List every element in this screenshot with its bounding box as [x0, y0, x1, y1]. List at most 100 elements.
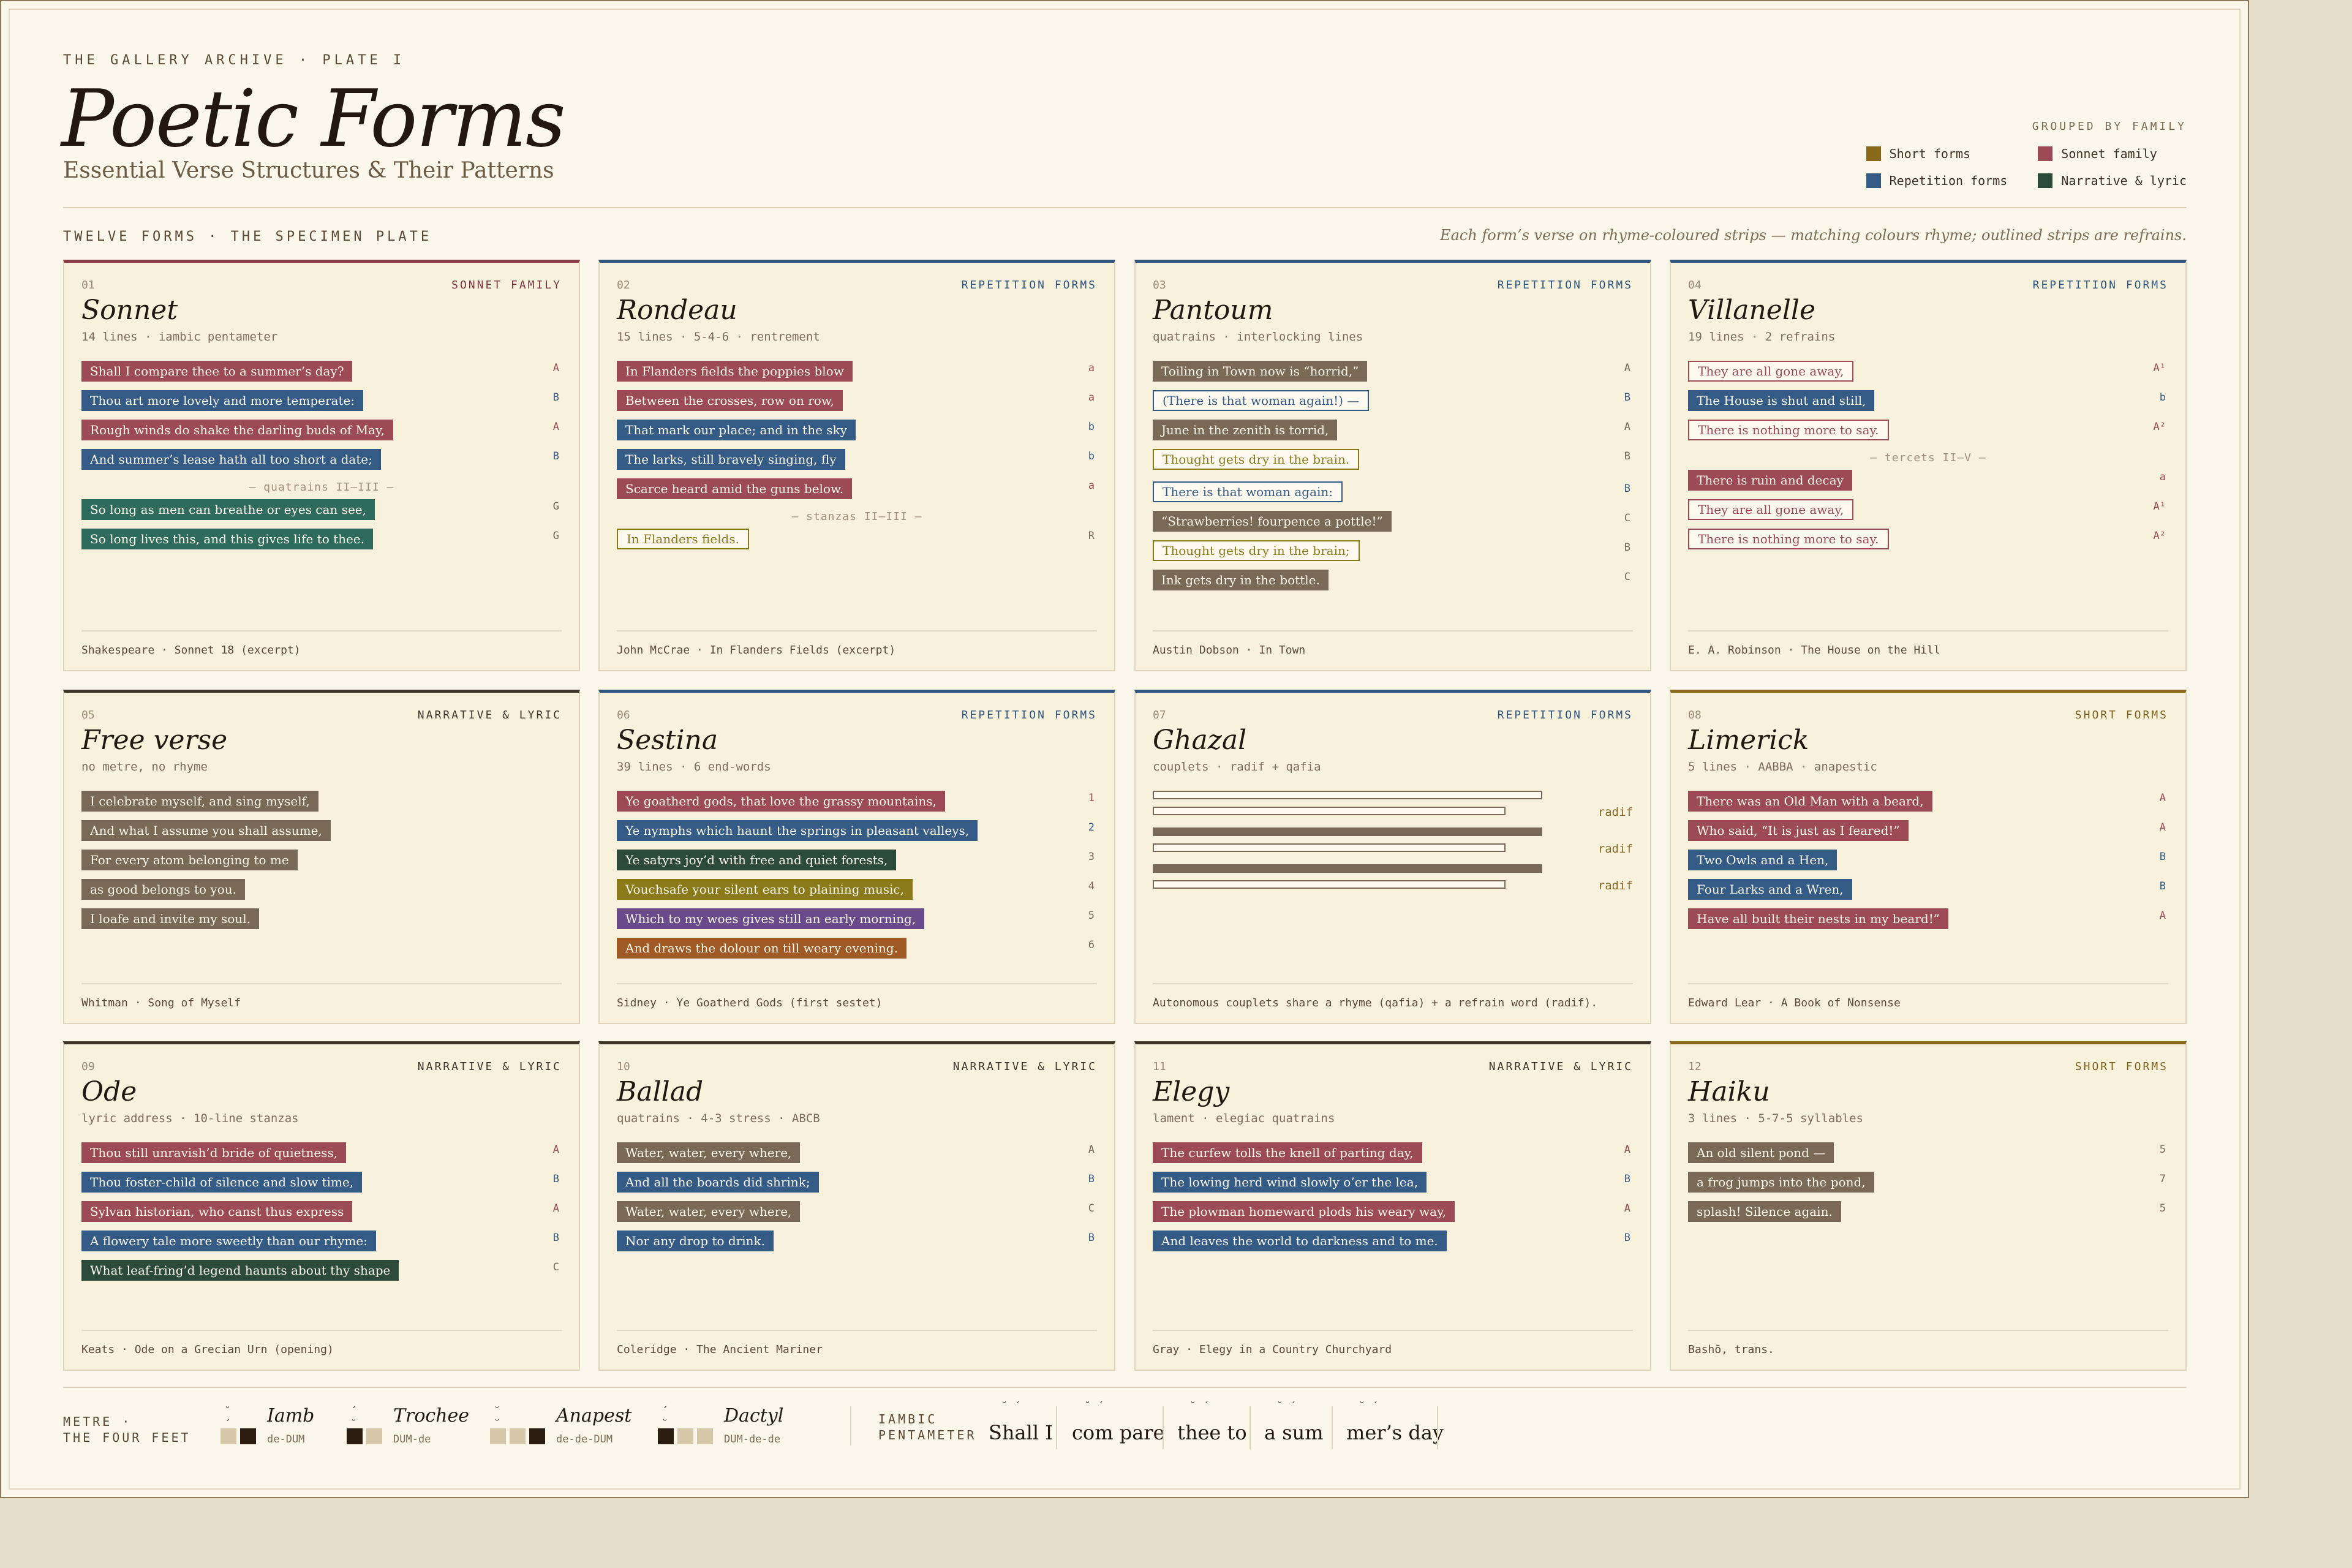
form-card: 04 REPETITION FORMS Villanelle 19 lines · 2…: [1670, 260, 2187, 671]
card-number: 02: [617, 279, 630, 292]
form-card: 03 REPETITION FORMS Pantoum quatrains · int…: [1134, 260, 1651, 671]
couplet-line: [1153, 827, 1542, 836]
verse-line: Ye goatherd gods, that love the grassy m…: [617, 791, 945, 812]
metre-separator: [850, 1406, 851, 1446]
metre-label-line: METRE ·: [63, 1414, 132, 1429]
rhyme-letter: 5: [2159, 1144, 2166, 1156]
verse-line: And what I assume you shall assume,: [81, 820, 331, 841]
rhyme-letter: A: [2159, 821, 2166, 834]
sheet-border: [9, 9, 2241, 1490]
rhyme-letter: B: [552, 450, 559, 462]
verse-line: Rough winds do shake the darling buds of…: [81, 420, 393, 440]
card-title: Villanelle: [1688, 295, 1816, 326]
foot-pattern: DUM-de-de: [724, 1433, 781, 1446]
card-divider: [617, 983, 1097, 984]
verse-line: And draws the dolour on till weary eveni…: [617, 938, 907, 959]
card-source: Gray · Elegy in a Country Churchyard: [1153, 1343, 1392, 1356]
verse-line: Two Owls and a Hen,: [1688, 850, 1838, 870]
stress-marks: ˘ ´: [1189, 1400, 1210, 1413]
card-family: NARRATIVE & LYRIC: [417, 1060, 562, 1073]
verse-line: So long as men can breathe or eyes can s…: [81, 499, 375, 520]
foot-separator: [1163, 1406, 1164, 1449]
card-family: REPETITION FORMS: [961, 279, 1097, 292]
syllable-cells: [221, 1428, 256, 1444]
metre-label-line: THE FOUR FEET: [63, 1430, 191, 1445]
card-number: 05: [81, 709, 95, 722]
card-family: NARRATIVE & LYRIC: [417, 709, 562, 722]
card-meta: 15 lines · 5-4-6 · rentrement: [617, 330, 820, 344]
rhyme-letter: A: [1624, 1144, 1630, 1156]
card-source: John McCrae · In Flanders Fields (excerp…: [617, 644, 896, 657]
verse-line: There is that woman again:: [1153, 481, 1343, 502]
syllable-cell: [221, 1428, 236, 1444]
rhyme-letter: C: [1624, 512, 1630, 524]
stress-marks: ˘ ´: [1001, 1400, 1021, 1413]
card-source: Shakespeare · Sonnet 18 (excerpt): [81, 644, 301, 657]
verse-line: June in the zenith is torrid,: [1153, 420, 1338, 440]
rhyme-letter: B: [1624, 391, 1630, 404]
card-number: 01: [81, 279, 95, 292]
rhyme-letter: B: [1624, 450, 1630, 462]
card-family: NARRATIVE & LYRIC: [952, 1060, 1097, 1073]
syllable-cell: [490, 1428, 506, 1444]
verse-line: The House is shut and still,: [1688, 390, 1875, 411]
card-divider: [1153, 1330, 1633, 1331]
card-meta: 14 lines · iambic pentameter: [81, 330, 278, 344]
verse-line: Thou foster-child of silence and slow ti…: [81, 1172, 363, 1193]
stress-marks: ˘ ´: [1276, 1400, 1297, 1413]
swatch-icon: [2038, 173, 2053, 188]
card-divider: [1153, 630, 1633, 631]
card-title: Ode: [81, 1076, 137, 1107]
verse-line: They are all gone away,: [1688, 361, 1854, 382]
verse-line: Toiling in Town now is “horrid,”: [1153, 361, 1368, 382]
card-title: Elegy: [1153, 1076, 1230, 1107]
verse-line: There is ruin and decay: [1688, 470, 1852, 491]
card-title: Rondeau: [617, 295, 737, 326]
section-divider: — quatrains II–III —: [249, 481, 394, 494]
card-divider: [1688, 630, 2168, 631]
card-meta: 3 lines · 5-7-5 syllables: [1688, 1112, 1863, 1125]
card-family: REPETITION FORMS: [1497, 709, 1633, 722]
card-title: Pantoum: [1153, 295, 1273, 326]
stress-marks: ˘ ´: [1359, 1400, 1379, 1413]
radif-label: radif: [1597, 842, 1633, 856]
section-label: TWELVE FORMS · THE SPECIMEN PLATE: [63, 229, 432, 244]
rhyme-letter: A¹: [2153, 362, 2166, 374]
foot-separator: [1437, 1406, 1438, 1449]
card-title: Ballad: [617, 1076, 704, 1107]
verse-line: Water, water, every where,: [617, 1142, 801, 1163]
rhyme-letter: B: [2159, 851, 2166, 863]
card-family: NARRATIVE & LYRIC: [1488, 1060, 1633, 1073]
pentameter-foot: Shall I: [989, 1421, 1053, 1444]
syllable-cell: [240, 1428, 256, 1444]
form-card: 11 NARRATIVE & LYRIC Elegy lament · elegiac…: [1134, 1041, 1651, 1371]
card-source: Whitman · Song of Myself: [81, 997, 241, 1009]
verse-line: And summer’s lease hath all too short a …: [81, 449, 381, 470]
rhyme-letter: 2: [1088, 821, 1095, 834]
verse-line: A flowery tale more sweetly than our rhy…: [81, 1231, 377, 1251]
form-card: 06 REPETITION FORMS Sestina 39 lines · 6 en…: [598, 690, 1115, 1024]
legend-label: Short forms: [1889, 146, 1971, 161]
rhyme-letter: B: [1088, 1173, 1095, 1185]
couplet-line: [1153, 791, 1542, 799]
card-meta: 19 lines · 2 refrains: [1688, 330, 1836, 344]
card-family: REPETITION FORMS: [961, 709, 1097, 722]
verse-line: Ink gets dry in the bottle.: [1153, 570, 1329, 590]
swatch-icon: [2038, 146, 2053, 161]
legend: GROUPED BY FAMILY Short forms Sonnet fam…: [1866, 120, 2187, 188]
card-source: Edward Lear · A Book of Nonsense: [1688, 997, 1901, 1009]
foot-pattern: de-DUM: [267, 1433, 305, 1446]
rhyme-letter: A: [552, 1202, 559, 1215]
rhyme-letter: b: [2159, 391, 2166, 404]
card-number: 09: [81, 1060, 95, 1073]
verse-line: Thought gets dry in the brain;: [1153, 540, 1360, 561]
card-title: Haiku: [1688, 1076, 1770, 1107]
rhyme-letter: 5: [1088, 910, 1095, 922]
form-card: 10 NARRATIVE & LYRIC Ballad quatrains · 4-3…: [598, 1041, 1115, 1371]
card-title: Sestina: [617, 725, 718, 756]
verse-line: Have all built their nests in my beard!”: [1688, 908, 1948, 929]
syllable-cell: [529, 1428, 545, 1444]
card-divider: [81, 983, 562, 984]
syllable-cell: [677, 1428, 693, 1444]
verse-line: What leaf-fring’d legend haunts about th…: [81, 1260, 399, 1281]
